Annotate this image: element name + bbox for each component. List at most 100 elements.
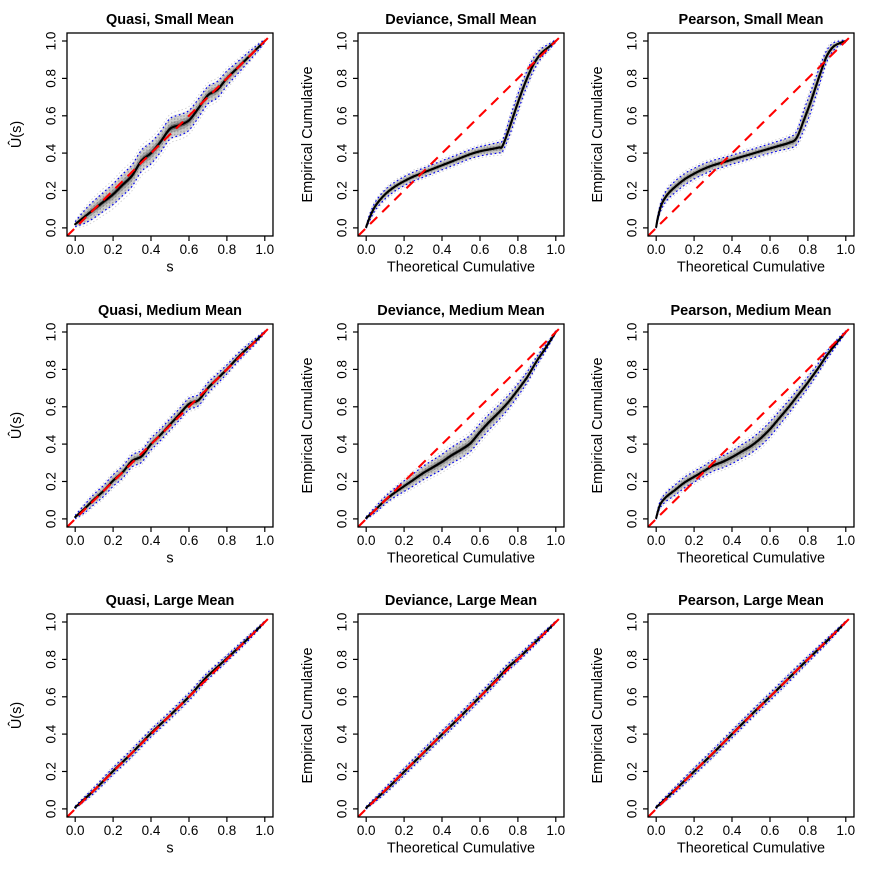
x-tick-label: 0.4 bbox=[142, 533, 161, 548]
y-tick-label: 0.8 bbox=[334, 69, 349, 88]
y-tick-label: 0.4 bbox=[43, 143, 58, 162]
panel-title: Deviance, Medium Mean bbox=[377, 303, 544, 319]
envelope-upper bbox=[365, 620, 556, 808]
y-tick-label: 0.2 bbox=[334, 762, 349, 781]
y-tick-label: 0.0 bbox=[43, 800, 58, 819]
envelope-lower bbox=[655, 41, 847, 229]
y-tick-label: 0.4 bbox=[625, 143, 640, 162]
envelope-lower bbox=[655, 332, 847, 520]
plot-box bbox=[357, 613, 565, 818]
x-tick-label: 1.0 bbox=[546, 533, 565, 548]
y-axis-label: Empirical Cumulative bbox=[590, 357, 606, 493]
envelope-outer-trace bbox=[656, 42, 847, 229]
y-tick-label: 0.0 bbox=[43, 509, 58, 528]
envelope-upper bbox=[74, 620, 266, 807]
panel-quasi-medium-mean: 0.0 0.0 0.2 0.2 0.4 0.4 0.6 0.6 0.8 0.8 1.0 1.0 Quas… bbox=[8, 303, 274, 566]
y-tick-label: 0.4 bbox=[334, 725, 349, 744]
y-tick-label: 0.2 bbox=[334, 181, 349, 200]
envelope-outer-trace bbox=[365, 38, 556, 226]
y-axis-label: Empirical Cumulative bbox=[300, 66, 316, 202]
x-tick-label: 0.0 bbox=[356, 242, 375, 257]
x-tick-label: 0.2 bbox=[685, 823, 704, 838]
envelope-outer-trace bbox=[656, 623, 847, 810]
y-tick-label: 1.0 bbox=[334, 613, 349, 632]
envelope-upper bbox=[365, 39, 556, 226]
x-tick-label: 0.0 bbox=[356, 823, 375, 838]
confidence-band-stipple bbox=[656, 39, 847, 229]
y-tick-label: 0.6 bbox=[334, 106, 349, 125]
envelope-upper bbox=[655, 330, 847, 517]
y-axis-label: Û(s) bbox=[8, 121, 25, 148]
y-axis-label: Û(s) bbox=[8, 702, 25, 729]
x-tick-label: 0.2 bbox=[104, 533, 123, 548]
envelope-outer-trace bbox=[74, 620, 266, 807]
envelope-outer-trace bbox=[74, 333, 266, 520]
envelope-outer-trace bbox=[656, 329, 847, 516]
x-tick-label: 1.0 bbox=[546, 823, 565, 838]
confidence-band-stipple bbox=[75, 39, 265, 227]
x-tick-label: 0.8 bbox=[218, 533, 237, 548]
plot-box bbox=[66, 32, 274, 237]
x-tick-label: 0.6 bbox=[470, 823, 489, 838]
plot-box bbox=[357, 32, 565, 237]
x-tick-label: 0.4 bbox=[432, 242, 451, 257]
x-tick-label: 0.4 bbox=[723, 242, 742, 257]
y-tick-label: 0.4 bbox=[334, 434, 349, 453]
panel-title: Deviance, Small Mean bbox=[385, 12, 536, 28]
panel-deviance-small-mean: 0.0 0.0 0.2 0.2 0.4 0.4 0.6 0.6 0.8 0.8 1.0 1.0 Devi… bbox=[300, 12, 565, 275]
x-tick-label: 0.2 bbox=[394, 823, 413, 838]
envelope-upper bbox=[74, 38, 266, 223]
panel-pearson-large-mean: 0.0 0.0 0.2 0.2 0.4 0.4 0.6 0.6 0.8 0.8 1.0 1.0 Pear… bbox=[590, 593, 856, 857]
plot-box bbox=[647, 323, 855, 528]
plot-box bbox=[66, 613, 274, 818]
x-axis-label: Theoretical Cumulative bbox=[387, 841, 535, 857]
x-tick-label: 0.6 bbox=[180, 823, 199, 838]
envelope-outer-trace bbox=[365, 623, 556, 811]
envelope-lower bbox=[656, 622, 847, 810]
panel-title: Pearson, Medium Mean bbox=[671, 303, 832, 319]
reference-line bbox=[66, 613, 274, 819]
x-tick-label: 1.0 bbox=[837, 242, 856, 257]
empirical-curve bbox=[655, 330, 848, 519]
x-tick-label: 0.6 bbox=[761, 533, 780, 548]
empirical-curve bbox=[74, 39, 266, 226]
x-tick-label: 1.0 bbox=[546, 242, 565, 257]
envelope-outer-trace bbox=[75, 42, 266, 229]
y-axis-label: Empirical Cumulative bbox=[300, 648, 316, 784]
empirical-curve bbox=[364, 39, 557, 229]
y-tick-label: 0.2 bbox=[625, 181, 640, 200]
y-tick-label: 0.4 bbox=[625, 725, 640, 744]
x-tick-label: 0.0 bbox=[356, 533, 375, 548]
y-tick-label: 0.8 bbox=[625, 69, 640, 88]
y-tick-label: 0.2 bbox=[43, 181, 58, 200]
x-axis-label: Theoretical Cumulative bbox=[677, 841, 825, 857]
x-tick-label: 0.2 bbox=[104, 242, 123, 257]
y-tick-label: 1.0 bbox=[625, 613, 640, 632]
envelope-upper bbox=[656, 620, 847, 807]
y-tick-label: 1.0 bbox=[625, 322, 640, 341]
panel-quasi-large-mean: 0.0 0.0 0.2 0.2 0.4 0.4 0.6 0.6 0.8 0.8 1.0 1.0 Quas… bbox=[8, 593, 274, 856]
y-tick-label: 0.6 bbox=[43, 106, 58, 125]
x-tick-label: 0.2 bbox=[394, 533, 413, 548]
plot-box bbox=[647, 613, 855, 818]
reference-line bbox=[647, 32, 856, 237]
x-tick-label: 0.0 bbox=[647, 823, 666, 838]
y-tick-label: 0.8 bbox=[334, 650, 349, 669]
y-tick-label: 1.0 bbox=[43, 32, 58, 51]
reference-line bbox=[356, 32, 565, 237]
empirical-curve bbox=[364, 330, 557, 519]
envelope-lower bbox=[75, 42, 266, 228]
x-tick-label: 0.6 bbox=[180, 242, 199, 257]
y-tick-label: 0.2 bbox=[625, 472, 640, 491]
x-tick-label: 0.0 bbox=[647, 533, 666, 548]
y-tick-label: 0.4 bbox=[334, 143, 349, 162]
reference-line bbox=[647, 613, 856, 819]
y-tick-label: 0.4 bbox=[625, 434, 640, 453]
y-tick-label: 0.8 bbox=[625, 650, 640, 669]
envelope-outer-trace bbox=[74, 38, 266, 221]
x-tick-label: 1.0 bbox=[255, 242, 274, 257]
y-axis-label: Empirical Cumulative bbox=[590, 66, 606, 202]
plot-box bbox=[357, 323, 565, 528]
y-tick-label: 0.2 bbox=[625, 762, 640, 781]
panel-title: Quasi, Small Mean bbox=[106, 12, 234, 28]
